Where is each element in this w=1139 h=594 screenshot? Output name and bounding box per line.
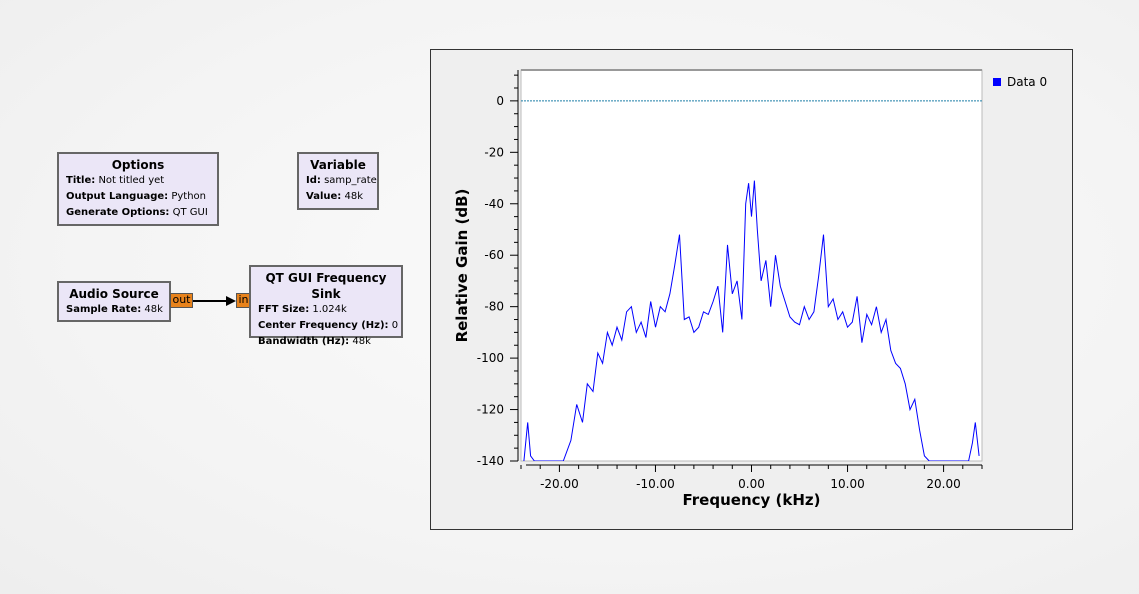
frequency-sink-plot-window[interactable]: 0 -20 -40 -60 -80 -100 -120 -140 Relative Gain (… — [430, 49, 1073, 530]
param-output-language: Output Language: Python — [66, 191, 207, 202]
series-line-data-0 — [523, 180, 980, 461]
y-tick-label: -60 — [484, 248, 504, 262]
x-tick-label: 20.00 — [926, 477, 960, 491]
audio-source-block[interactable]: Audio Source Sample Rate: 48k — [57, 281, 171, 322]
param-fft-size: FFT Size: 1.024k — [258, 304, 347, 315]
param-title: Title: Not titled yet — [66, 175, 165, 186]
frequency-plot[interactable]: 0 -20 -40 -60 -80 -100 -120 -140 Relative Gain (… — [431, 50, 1072, 529]
block-title: Options — [111, 158, 165, 172]
plot-area — [520, 69, 983, 462]
y-tick-label: -100 — [477, 351, 504, 365]
block-title: QT GUI Frequency Sink — [265, 271, 387, 301]
options-block[interactable]: Options Title: Not titled yet Output Lan… — [57, 152, 219, 226]
y-tick-label: -80 — [484, 300, 504, 314]
x-tick-label: -20.00 — [540, 477, 579, 491]
x-tick-label: -10.00 — [636, 477, 675, 491]
y-tick-label: -120 — [477, 403, 504, 417]
block-title: Audio Source — [69, 287, 159, 301]
legend-label: Data 0 — [1007, 75, 1047, 89]
y-axis-label: Relative Gain (dB) — [453, 189, 471, 343]
x-tick-label: 0.00 — [738, 477, 765, 491]
y-tick-label: -40 — [484, 197, 504, 211]
param-center-frequency: Center Frequency (Hz): 0 — [258, 320, 399, 331]
y-tick-label: 0 — [496, 94, 504, 108]
y-tick-label: -20 — [484, 145, 504, 159]
x-axis-label: Frequency (kHz) — [683, 491, 821, 509]
variable-block[interactable]: Variable Id: samp_rate Value: 48k — [297, 152, 379, 210]
param-generate-options: Generate Options: QT GUI — [66, 207, 208, 218]
audio-source-out-port[interactable]: out — [170, 293, 193, 308]
param-id: Id: samp_rate — [306, 175, 377, 186]
legend-swatch — [993, 78, 1001, 86]
param-sample-rate: Sample Rate: 48k — [66, 304, 163, 315]
x-tick-label: 10.00 — [830, 477, 864, 491]
param-value: Value: 48k — [306, 191, 363, 202]
block-title: Variable — [310, 158, 366, 172]
y-tick-label: -140 — [477, 454, 504, 468]
qt-gui-frequency-sink-block[interactable]: QT GUI Frequency Sink FFT Size: 1.024k C… — [249, 265, 403, 347]
param-bandwidth: Bandwidth (Hz): 48k — [258, 336, 371, 347]
